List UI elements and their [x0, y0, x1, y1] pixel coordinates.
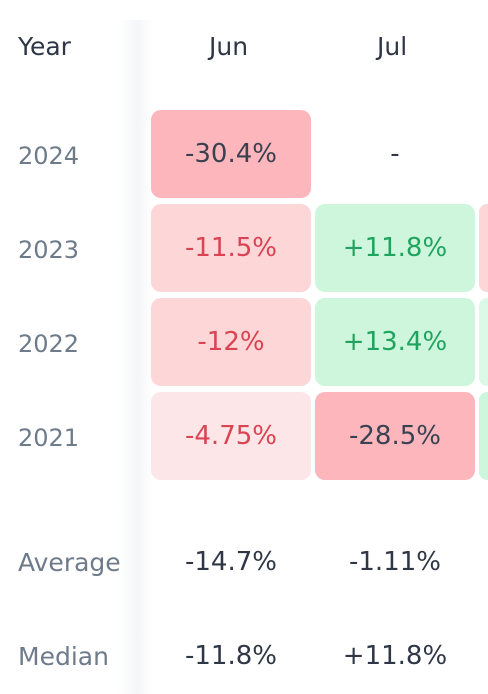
- row-label-2024: 2024: [18, 142, 80, 170]
- month-header-jun: Jun: [209, 32, 249, 61]
- average-jun: -14.7%: [185, 547, 277, 577]
- cell-2021-jun[interactable]: -4.75%: [151, 392, 311, 480]
- average-jul: -1.11%: [349, 547, 441, 577]
- row-label-2023: 2023: [18, 236, 80, 264]
- row-label-2021: 2021: [18, 424, 80, 452]
- sticky-column-shadow: [118, 20, 152, 694]
- row-label-2022: 2022: [18, 330, 80, 358]
- month-header-jul: Jul: [377, 32, 408, 61]
- cell-2023-next-month-edge: [479, 204, 488, 292]
- cell-2022-jun[interactable]: -12%: [151, 298, 311, 386]
- median-jul: +11.8%: [342, 641, 448, 671]
- year-column-header: Year: [18, 32, 71, 61]
- cell-2023-jun[interactable]: -11.5%: [151, 204, 311, 292]
- median-label: Median: [18, 642, 109, 671]
- cell-2024-jun[interactable]: -30.4%: [151, 110, 311, 198]
- cell-2022-jul[interactable]: +13.4%: [315, 298, 475, 386]
- cell-2022-next-month-edge: [479, 298, 488, 386]
- cell-2021-jul[interactable]: -28.5%: [315, 392, 475, 480]
- cell-2024-jul: -: [390, 139, 400, 169]
- cell-2023-jul[interactable]: +11.8%: [315, 204, 475, 292]
- median-jun: -11.8%: [185, 641, 277, 671]
- average-label: Average: [18, 548, 121, 577]
- cell-2021-next-month-edge: [479, 392, 488, 480]
